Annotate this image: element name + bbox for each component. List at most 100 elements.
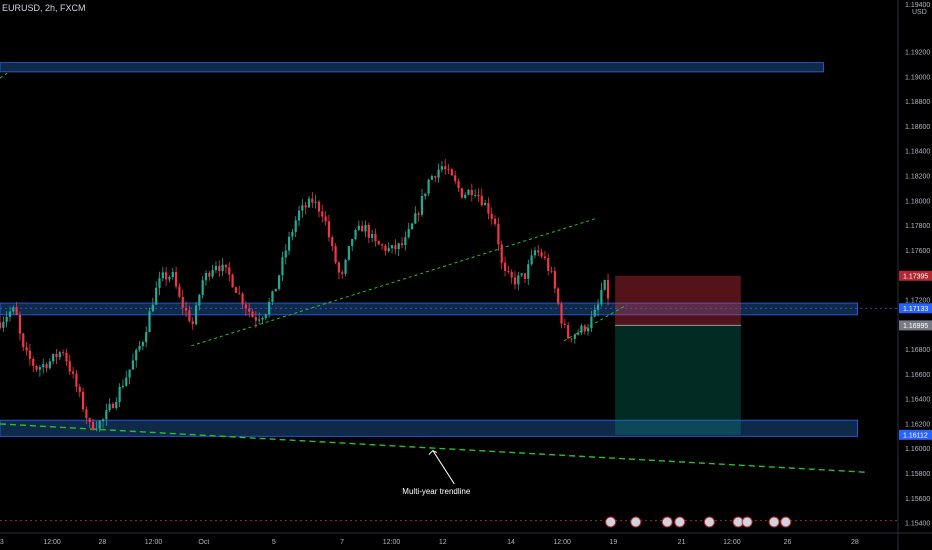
candle-body: [560, 303, 563, 324]
candle-body: [530, 255, 533, 265]
candle-body: [517, 275, 520, 285]
candle-body: [248, 308, 251, 312]
candle-body: [410, 223, 414, 230]
zone-box-2[interactable]: [0, 419, 858, 437]
candle-body: [204, 273, 208, 281]
candle-body: [540, 252, 543, 257]
candle-body: [287, 236, 291, 251]
candle-body: [71, 371, 75, 374]
candle-body: [0, 322, 2, 328]
candle-body: [570, 338, 573, 340]
x-tick-label: 5: [272, 539, 276, 546]
candle-body: [221, 264, 224, 271]
candle-body: [52, 353, 55, 362]
event-marker-icon[interactable]: [768, 516, 780, 528]
y-tick-label: 1.19400: [905, 2, 930, 9]
candle-body: [583, 325, 586, 332]
trendline-0[interactable]: [191, 217, 598, 347]
price-tag-1.16112: [899, 429, 932, 440]
candle-body: [105, 410, 108, 420]
candle-body: [474, 194, 477, 196]
trendline-3[interactable]: [0, 72, 8, 79]
candle-body: [417, 213, 420, 215]
y-tick-label: 1.16600: [905, 372, 930, 379]
candle-body: [447, 169, 450, 170]
event-marker-icon[interactable]: [605, 516, 617, 528]
candle-body: [464, 194, 467, 198]
candle-body: [261, 317, 264, 320]
candle-body: [158, 278, 161, 288]
x-tick-label: 7: [340, 539, 344, 546]
candle-body: [503, 262, 507, 271]
candle-body: [434, 176, 437, 178]
candle-body: [606, 279, 610, 299]
candle-body: [268, 301, 271, 315]
candle-body: [414, 213, 417, 224]
candle-body: [596, 304, 600, 310]
currency-label: USD: [912, 9, 927, 16]
candle-body: [141, 342, 144, 346]
candle-body: [567, 325, 570, 339]
candle-body: [470, 189, 473, 196]
candle-body: [321, 211, 324, 217]
candle-body: [258, 319, 261, 321]
candle-body: [344, 259, 347, 274]
x-tick-label: 12:00: [553, 539, 571, 546]
candle-body: [238, 292, 241, 294]
candle-body: [587, 328, 590, 332]
candle-body: [198, 294, 201, 306]
candle-body: [18, 315, 22, 334]
zone-box-1[interactable]: [0, 302, 858, 316]
event-marker-icon[interactable]: [703, 516, 715, 528]
candle-body: [407, 229, 410, 238]
candle-body: [543, 256, 547, 259]
candle-body: [444, 166, 447, 170]
candle-body: [211, 270, 214, 277]
candle-body: [361, 225, 364, 232]
candle-body: [454, 175, 457, 182]
candle-body: [557, 288, 560, 304]
candle-body: [111, 403, 115, 409]
candle-body: [351, 238, 354, 246]
event-marker-icon[interactable]: [741, 516, 753, 528]
candle-body: [274, 288, 277, 292]
candle-body: [118, 386, 121, 402]
take-profit-area[interactable]: [615, 325, 741, 435]
candle-body: [371, 233, 374, 238]
candle-body: [420, 195, 424, 215]
event-marker-icon[interactable]: [674, 516, 686, 528]
candle-body: [138, 345, 141, 350]
candle-body: [155, 287, 158, 305]
candle-body: [480, 195, 483, 206]
candle-body: [577, 332, 580, 335]
candle-body: [483, 203, 487, 206]
candle-body: [194, 305, 198, 325]
event-marker-icon[interactable]: [780, 516, 792, 528]
event-marker-icon[interactable]: [630, 516, 642, 528]
candle-body: [537, 250, 540, 253]
candle-body: [12, 307, 15, 312]
y-tick-label: 1.17600: [905, 248, 930, 255]
trendline-2[interactable]: [0, 423, 867, 473]
candle-body: [2, 321, 5, 328]
x-tick-label: 12:00: [383, 539, 401, 546]
candle-body: [32, 358, 35, 366]
candle-body: [424, 193, 427, 196]
annotation-text: Multi-year trendline: [402, 487, 471, 496]
zone-box-0[interactable]: [0, 62, 824, 73]
candle-body: [191, 321, 194, 325]
candle-body: [460, 188, 463, 198]
candle-body: [135, 349, 138, 361]
x-tick-label: 14: [507, 539, 515, 546]
candle-body: [430, 176, 434, 180]
x-tick-label: 12:00: [43, 539, 61, 546]
candle-body: [78, 386, 81, 392]
event-marker-icon[interactable]: [661, 516, 673, 528]
candle-body: [88, 418, 91, 422]
candle-body: [115, 401, 118, 409]
candle-body: [291, 231, 294, 237]
stop-loss-area[interactable]: [615, 275, 741, 326]
candle-body: [231, 274, 234, 288]
candle-body: [22, 333, 25, 348]
